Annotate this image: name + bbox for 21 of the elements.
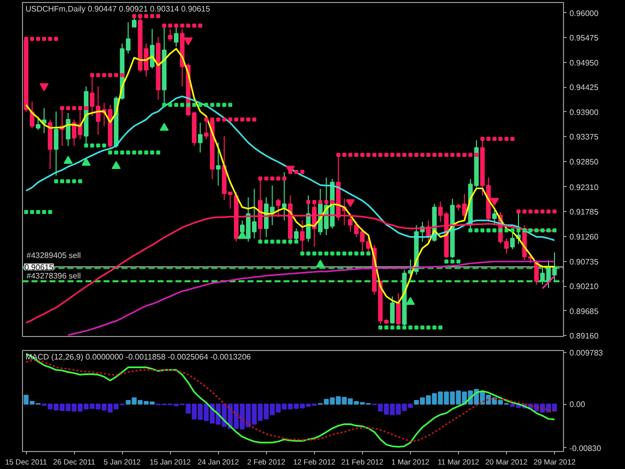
chart-title: USDCHFm,Daily 0.90447 0.90921 0.90314 0.90615 — [26, 4, 211, 14]
y-tick-label: 0.92310 — [570, 182, 599, 192]
y-tick-label: 0.96000 — [570, 8, 599, 18]
y-tick-label: 0.93900 — [570, 108, 599, 117]
y-tick-label: -0.00830 — [570, 444, 602, 453]
y-tick-label: 0.91260 — [570, 232, 599, 242]
y-tick-label: 0.95475 — [570, 34, 599, 43]
y-tick-label: 0.00 — [570, 400, 586, 410]
y-tick-label: 0.94425 — [570, 83, 599, 92]
y-tick-label: 0.92850 — [570, 157, 599, 166]
y-tick-label: 0.89160 — [570, 332, 599, 341]
y-tick-label: 0.90735 — [570, 257, 599, 266]
ref-line-label: 0.90615 — [24, 262, 54, 272]
ref-line-label: #43289405 sell — [26, 250, 81, 260]
y-tick-label: 0.93375 — [570, 132, 599, 142]
y-tick-label: 0.94950 — [570, 58, 599, 68]
y-tick-label: 0.89685 — [570, 306, 599, 316]
y-tick-label: 0.91785 — [570, 208, 599, 217]
y-tick-label: 0.90210 — [570, 282, 599, 292]
ref-line-label: #43278396 sell — [26, 271, 81, 280]
y-tick-label: 0.009783 — [570, 348, 604, 358]
